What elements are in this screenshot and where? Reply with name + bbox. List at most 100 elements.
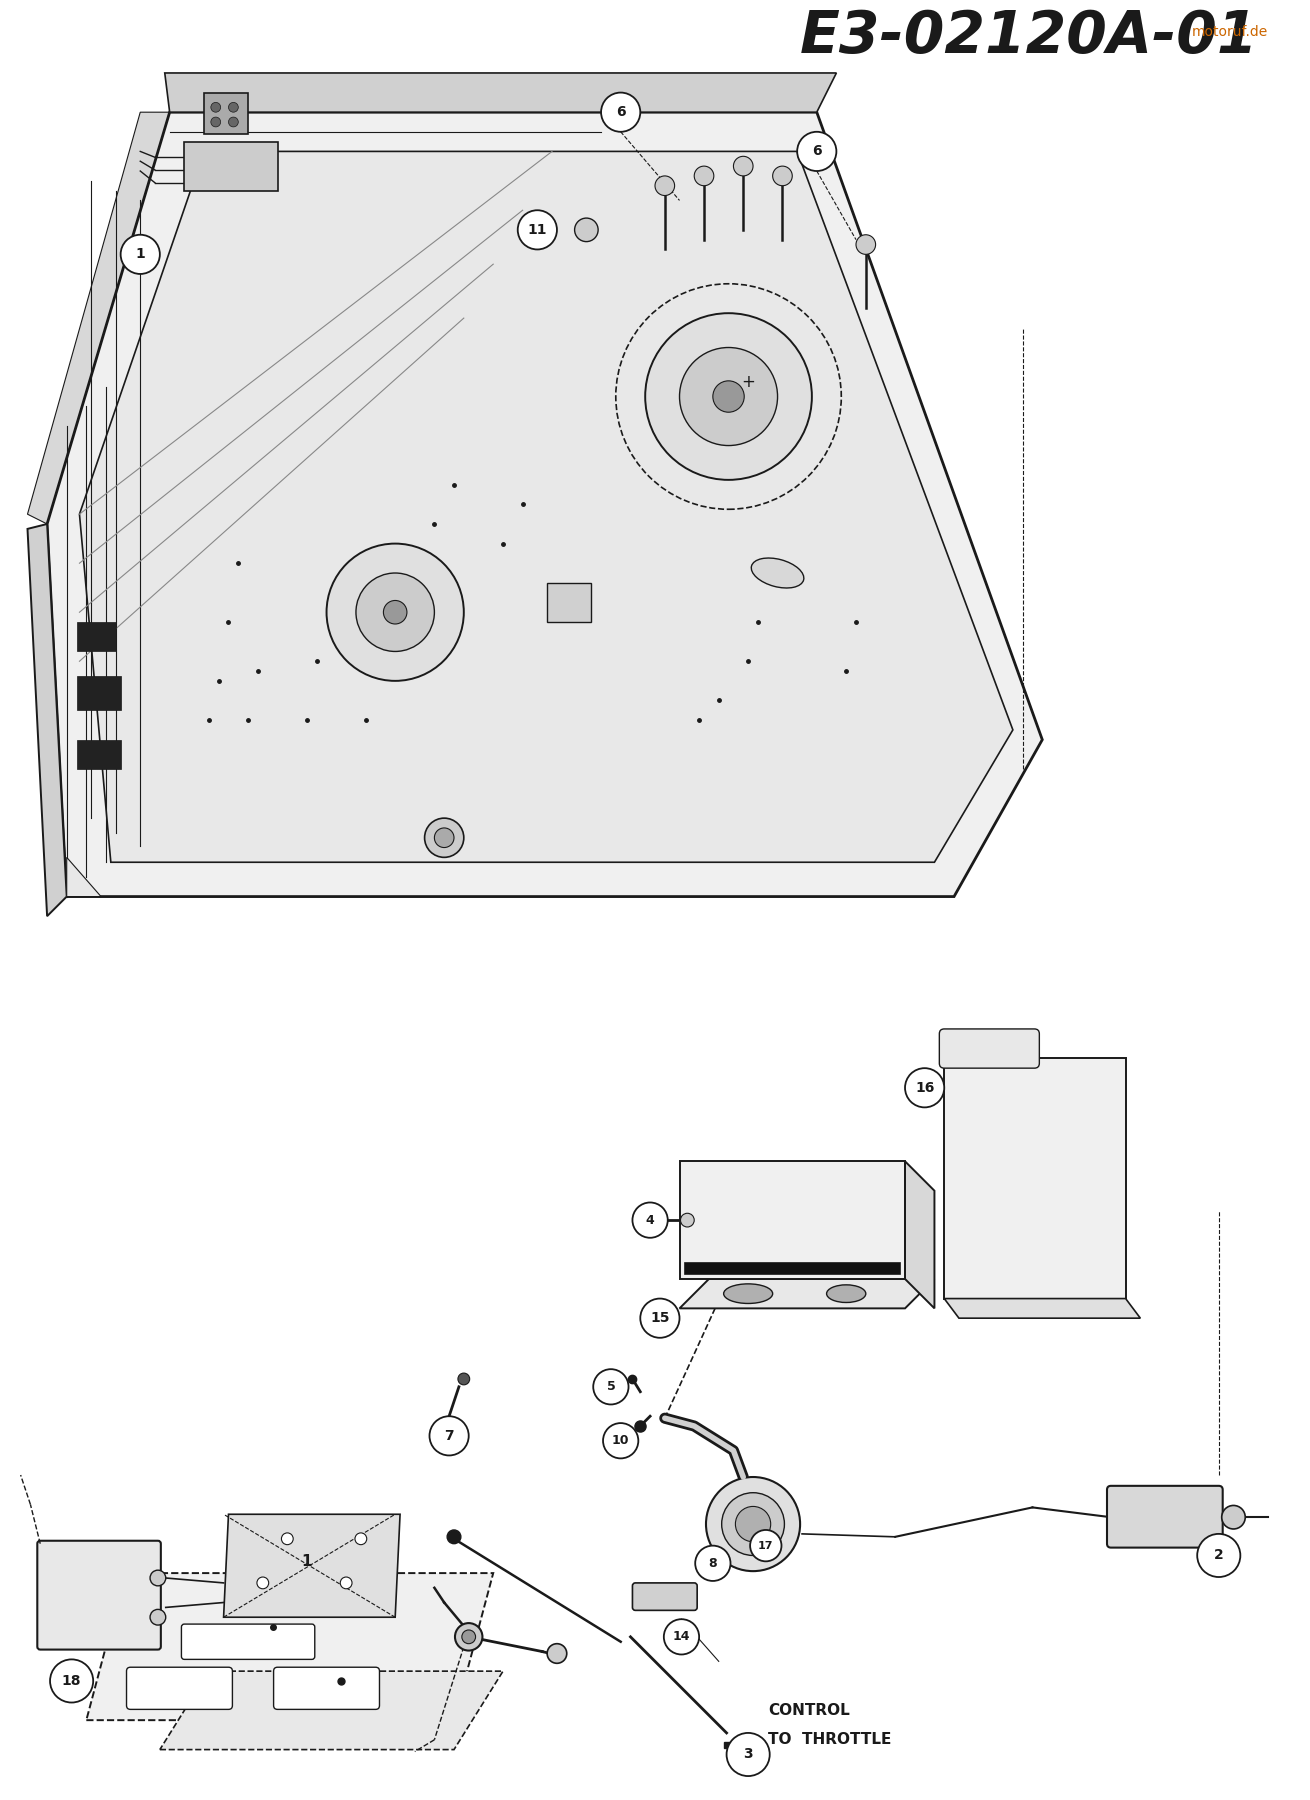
FancyBboxPatch shape (633, 1582, 697, 1611)
FancyBboxPatch shape (274, 1667, 380, 1710)
Text: 18: 18 (62, 1674, 81, 1688)
Polygon shape (80, 151, 1013, 862)
Circle shape (211, 103, 220, 112)
Text: CONTROL: CONTROL (768, 1703, 849, 1717)
Circle shape (517, 211, 557, 250)
Circle shape (735, 1507, 770, 1543)
Text: motoruf.de: motoruf.de (1192, 25, 1268, 38)
Polygon shape (945, 1298, 1140, 1318)
Circle shape (447, 1530, 461, 1544)
Text: 15: 15 (650, 1310, 669, 1325)
Circle shape (773, 166, 793, 185)
Polygon shape (67, 857, 101, 896)
Polygon shape (905, 1161, 934, 1309)
Polygon shape (680, 1161, 905, 1280)
Circle shape (1222, 1505, 1246, 1528)
Text: 6: 6 (812, 144, 821, 158)
Polygon shape (76, 740, 121, 769)
Circle shape (356, 572, 435, 652)
Polygon shape (86, 1573, 494, 1721)
Polygon shape (47, 515, 80, 896)
Circle shape (601, 92, 641, 131)
Circle shape (655, 176, 675, 196)
Polygon shape (548, 583, 591, 623)
Circle shape (462, 1631, 476, 1643)
Text: 6: 6 (616, 104, 625, 119)
Text: 14: 14 (673, 1631, 690, 1643)
Circle shape (430, 1417, 469, 1456)
Circle shape (548, 1643, 567, 1663)
Bar (684, 1262, 900, 1274)
Circle shape (603, 1424, 638, 1458)
Circle shape (593, 1370, 629, 1404)
Circle shape (575, 218, 599, 241)
Polygon shape (945, 1058, 1125, 1298)
Polygon shape (165, 74, 836, 112)
Circle shape (706, 1478, 800, 1571)
Text: 16: 16 (914, 1080, 934, 1094)
Text: E3-02120A-01: E3-02120A-01 (799, 9, 1258, 65)
Circle shape (228, 117, 238, 126)
Text: +: + (741, 373, 755, 391)
Circle shape (50, 1660, 93, 1703)
Circle shape (384, 601, 407, 625)
Circle shape (633, 1202, 668, 1238)
Ellipse shape (723, 1283, 773, 1303)
Circle shape (326, 544, 464, 680)
FancyBboxPatch shape (939, 1030, 1039, 1067)
Text: TO  THROTTLE: TO THROTTLE (768, 1732, 891, 1748)
Polygon shape (47, 112, 1043, 896)
Circle shape (341, 1577, 352, 1589)
Circle shape (641, 1298, 680, 1337)
Circle shape (455, 1624, 482, 1651)
Circle shape (680, 1213, 694, 1228)
Circle shape (424, 819, 464, 857)
Circle shape (355, 1534, 367, 1544)
FancyBboxPatch shape (127, 1667, 232, 1710)
Circle shape (905, 1067, 945, 1107)
Circle shape (751, 1530, 782, 1561)
Polygon shape (28, 524, 67, 916)
Circle shape (211, 117, 220, 126)
Circle shape (458, 1373, 470, 1384)
Circle shape (282, 1534, 293, 1544)
FancyBboxPatch shape (1107, 1485, 1222, 1548)
FancyBboxPatch shape (37, 1541, 161, 1649)
Circle shape (664, 1620, 700, 1654)
Text: 2: 2 (1214, 1548, 1224, 1562)
Ellipse shape (751, 558, 804, 589)
Ellipse shape (827, 1285, 866, 1303)
FancyBboxPatch shape (181, 1624, 314, 1660)
Polygon shape (76, 677, 121, 711)
Circle shape (694, 166, 714, 185)
Circle shape (855, 234, 875, 254)
Circle shape (722, 1492, 785, 1555)
Circle shape (727, 1733, 770, 1777)
Circle shape (151, 1609, 166, 1625)
Circle shape (646, 313, 812, 481)
Text: 7: 7 (444, 1429, 453, 1444)
Polygon shape (28, 112, 170, 524)
Polygon shape (680, 1280, 934, 1309)
Text: 1: 1 (135, 247, 145, 261)
Polygon shape (160, 1670, 503, 1750)
Polygon shape (185, 142, 278, 191)
Circle shape (1197, 1534, 1241, 1577)
Text: 5: 5 (607, 1381, 616, 1393)
Text: 10: 10 (612, 1435, 629, 1447)
Circle shape (228, 103, 238, 112)
Text: 3: 3 (743, 1748, 753, 1762)
Text: 8: 8 (709, 1557, 717, 1570)
Circle shape (121, 234, 160, 274)
Text: 4: 4 (646, 1213, 655, 1226)
Polygon shape (204, 92, 248, 133)
Circle shape (798, 131, 836, 171)
Circle shape (696, 1546, 731, 1580)
Polygon shape (76, 623, 115, 652)
Circle shape (151, 1570, 166, 1586)
Circle shape (435, 828, 455, 848)
Circle shape (257, 1577, 269, 1589)
Circle shape (680, 347, 778, 446)
Text: 11: 11 (528, 223, 548, 238)
Circle shape (734, 157, 753, 176)
